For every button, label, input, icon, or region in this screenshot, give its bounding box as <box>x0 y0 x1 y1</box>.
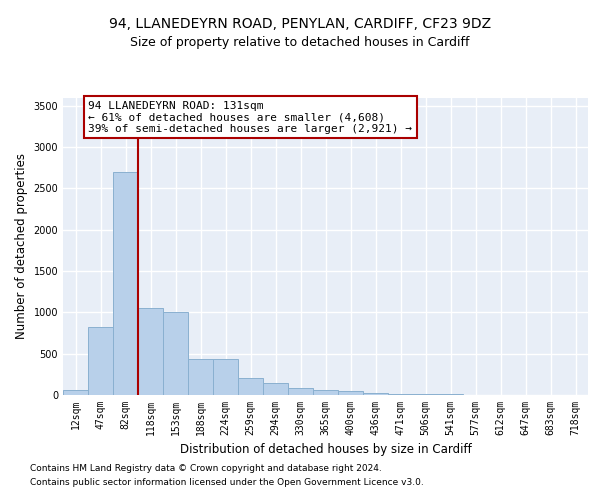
Bar <box>238 378 263 395</box>
Text: Contains HM Land Registry data © Crown copyright and database right 2024.: Contains HM Land Registry data © Crown c… <box>30 464 382 473</box>
Bar <box>338 391 363 395</box>
Bar <box>113 172 138 395</box>
Text: Contains public sector information licensed under the Open Government Licence v3: Contains public sector information licen… <box>30 478 424 487</box>
Text: 94, LLANEDEYRN ROAD, PENYLAN, CARDIFF, CF23 9DZ: 94, LLANEDEYRN ROAD, PENYLAN, CARDIFF, C… <box>109 18 491 32</box>
Bar <box>188 358 213 395</box>
Bar <box>413 394 438 395</box>
Bar <box>438 394 463 395</box>
Bar <box>263 384 288 395</box>
Bar <box>138 308 163 395</box>
Text: 94 LLANEDEYRN ROAD: 131sqm
← 61% of detached houses are smaller (4,608)
39% of s: 94 LLANEDEYRN ROAD: 131sqm ← 61% of deta… <box>89 101 413 134</box>
Bar <box>213 358 238 395</box>
Bar <box>88 327 113 395</box>
Y-axis label: Number of detached properties: Number of detached properties <box>15 153 28 340</box>
Text: Size of property relative to detached houses in Cardiff: Size of property relative to detached ho… <box>130 36 470 49</box>
Bar <box>63 390 88 395</box>
X-axis label: Distribution of detached houses by size in Cardiff: Distribution of detached houses by size … <box>179 444 472 456</box>
Bar <box>163 312 188 395</box>
Bar <box>363 392 388 395</box>
Bar <box>313 390 338 395</box>
Bar <box>288 388 313 395</box>
Bar <box>388 394 413 395</box>
